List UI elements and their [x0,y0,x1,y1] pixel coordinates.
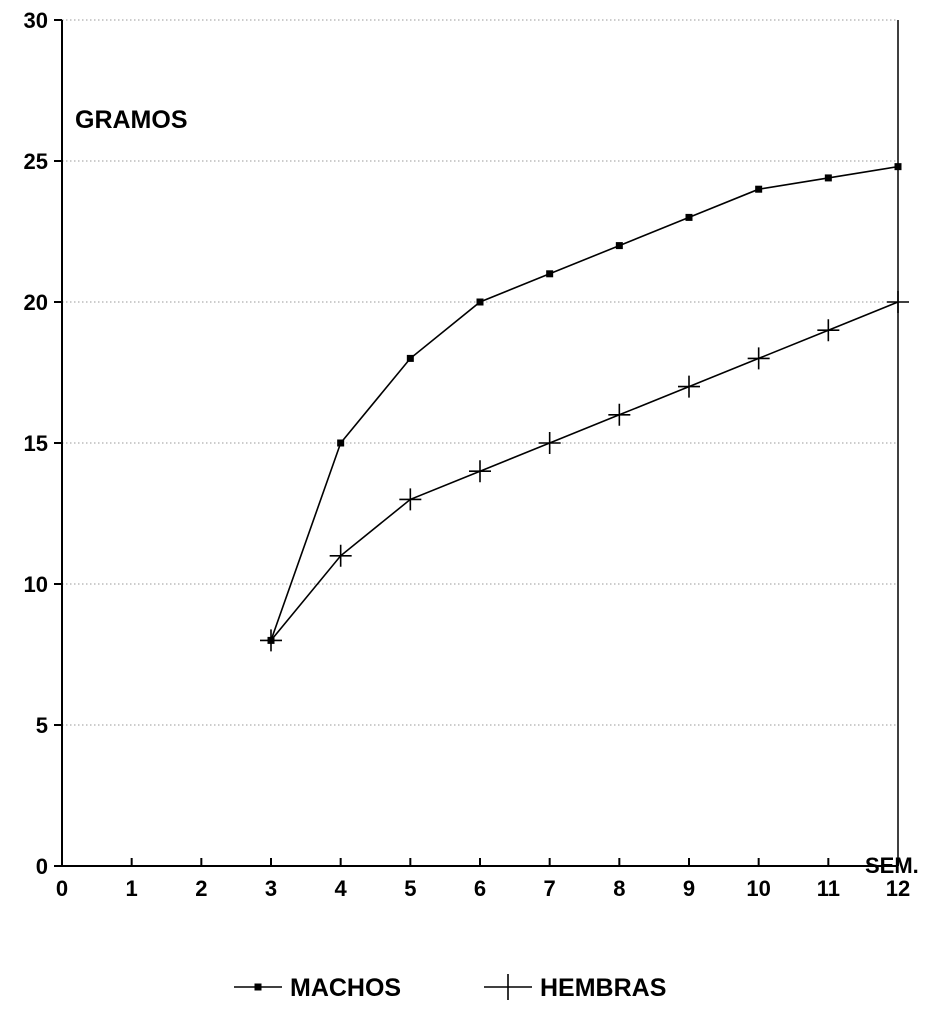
data-point-machos-11 [824,174,832,182]
x-tick-label-3: 3 [265,876,277,901]
grid [62,19,898,726]
y-tick-label-5: 5 [36,713,48,738]
data-point-machos-8 [615,242,623,250]
data-point-machos-12 [894,163,902,171]
legend-item-hembras: HEMBRAS [484,974,666,1002]
data-point-machos-6 [476,298,484,306]
series-line-hembras [270,301,899,641]
y-tick-label-15: 15 [24,431,48,456]
data-point-hembras-12 [887,291,909,313]
data-point-hembras-6 [469,460,491,483]
data-point-hembras-3 [260,629,282,652]
axes [54,19,899,867]
data-point-hembras-9 [678,375,700,398]
data-point-hembras-5 [399,488,422,511]
legend-item-machos: MACHOS [234,974,401,1002]
x-tick-label-1: 1 [126,876,138,901]
legend-label-machos: MACHOS [290,974,401,1002]
data-point-machos-10 [755,185,763,193]
x-tick-label-2: 2 [195,876,207,901]
x-tick-label-7: 7 [544,876,556,901]
data-point-hembras-10 [747,347,770,370]
legend: MACHOS HEMBRAS [234,974,666,1002]
y-tick-label-0: 0 [36,854,48,879]
x-tick-label-4: 4 [335,876,348,901]
y-axis-label: GRAMOS [75,106,188,134]
x-tick-label-11: 11 [817,876,840,901]
x-axis-label: SEM. [865,853,919,878]
data-point-hembras-11 [817,319,840,342]
x-tick-label-6: 6 [474,876,486,901]
series-line-machos [270,165,899,641]
x-tick-label-8: 8 [613,876,625,901]
x-tick-label-9: 9 [683,876,695,901]
x-tick-label-0: 0 [56,876,68,901]
x-tick-label-5: 5 [404,876,416,901]
data-point-hembras-7 [538,432,561,454]
x-tick-label-12: 12 [886,876,910,901]
y-tick-label-25: 25 [24,149,48,174]
data-point-machos-4 [337,439,345,447]
y-tick-label-30: 30 [24,8,48,33]
series [260,163,909,652]
legend-marker-machos [254,983,262,991]
data-point-machos-9 [685,213,693,221]
x-tick-label-10: 10 [746,876,770,901]
data-point-machos-7 [546,270,554,278]
data-point-machos-5 [406,354,414,362]
data-point-hembras-8 [608,403,631,426]
legend-label-hembras: HEMBRAS [540,974,666,1002]
y-tick-label-10: 10 [24,572,48,597]
data-point-hembras-4 [329,544,352,567]
y-tick-label-20: 20 [24,290,48,315]
